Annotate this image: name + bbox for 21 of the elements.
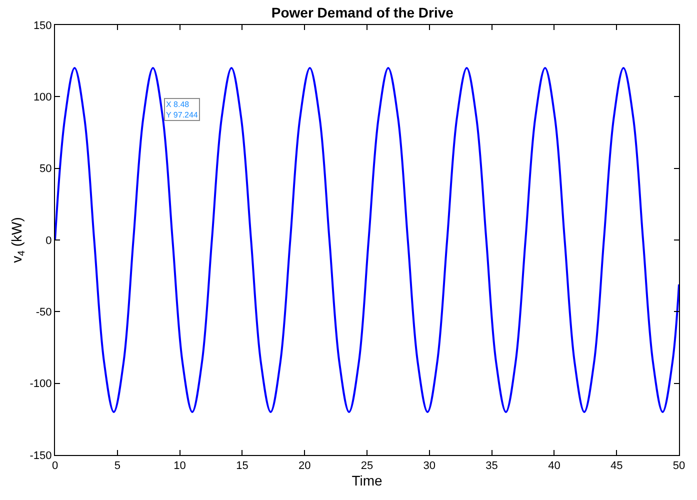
x-tick-label: 40 — [548, 460, 560, 472]
y-tick-label: -50 — [36, 306, 52, 319]
y-tick-label: -150 — [30, 450, 52, 462]
x-tick-label: 25 — [360, 460, 374, 472]
annotation: X 8.48 Y 97.244 — [166, 100, 198, 120]
x-tick-label: 20 — [298, 460, 311, 472]
x-tick-label: 30 — [423, 460, 436, 472]
x-tick-label: 50 — [672, 460, 686, 472]
x-axis-title: Time — [352, 472, 383, 488]
line-series — [55, 67, 679, 413]
x-tick-label: 10 — [174, 460, 186, 472]
y-tick-label: 50 — [40, 163, 52, 176]
y-tick-label: 0 — [46, 234, 52, 247]
y-tick-label: 100 — [33, 92, 52, 104]
y-tick-label: 150 — [33, 20, 52, 32]
y-tick-label: -100 — [30, 378, 52, 390]
x-tick-label: 45 — [610, 460, 623, 472]
x-tick-label: 5 — [114, 460, 120, 472]
chart-title: Power Demand of the Drive — [271, 4, 454, 20]
x-tick-label: 35 — [486, 460, 498, 472]
x-tick-label: 15 — [236, 460, 248, 472]
